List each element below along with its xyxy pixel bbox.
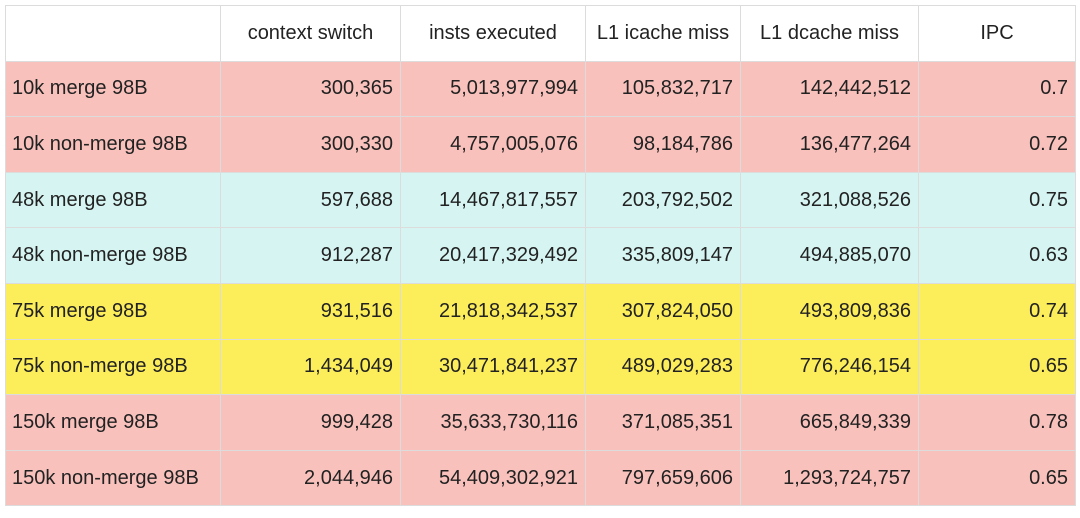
value-cell: 2,044,946: [220, 449, 401, 507]
value-cell: 14,467,817,557: [400, 171, 586, 229]
header-cell: [5, 5, 221, 62]
header-cell: L1 dcache miss: [740, 5, 919, 62]
value-cell: 203,792,502: [585, 171, 741, 229]
value-cell: 1,293,724,757: [740, 449, 919, 507]
value-cell: 0.63: [918, 227, 1076, 284]
value-cell: 54,409,302,921: [400, 449, 586, 507]
value-cell: 489,029,283: [585, 338, 741, 396]
table-row: 48k merge 98B 597,688 14,467,817,557 203,79…: [5, 171, 1076, 229]
value-cell: 20,417,329,492: [400, 227, 586, 284]
row-label: 10k merge 98B: [5, 60, 221, 118]
value-cell: 4,757,005,076: [400, 116, 586, 173]
table-row: 10k merge 98B 300,365 5,013,977,994 105,832…: [5, 60, 1076, 118]
value-cell: 5,013,977,994: [400, 60, 586, 118]
value-cell: 0.74: [918, 282, 1076, 340]
value-cell: 98,184,786: [585, 116, 741, 173]
row-label: 48k non-merge 98B: [5, 227, 221, 284]
table-row: 150k merge 98B 999,428 35,633,730,116 371,0…: [5, 394, 1076, 451]
row-label: 75k non-merge 98B: [5, 338, 221, 396]
value-cell: 307,824,050: [585, 282, 741, 340]
header-cell: context switch: [220, 5, 401, 62]
value-cell: 105,832,717: [585, 60, 741, 118]
value-cell: 493,809,836: [740, 282, 919, 340]
value-cell: 30,471,841,237: [400, 338, 586, 396]
value-cell: 321,088,526: [740, 171, 919, 229]
value-cell: 931,516: [220, 282, 401, 340]
header-cell: IPC: [918, 5, 1076, 62]
value-cell: 0.75: [918, 171, 1076, 229]
value-cell: 300,365: [220, 60, 401, 118]
value-cell: 912,287: [220, 227, 401, 284]
value-cell: 776,246,154: [740, 338, 919, 396]
value-cell: 1,434,049: [220, 338, 401, 396]
data-table: context switch insts executed L1 icache mi…: [5, 5, 1076, 507]
header-cell: L1 icache miss: [585, 5, 741, 62]
header-cell: insts executed: [400, 5, 586, 62]
table-row: 75k non-merge 98B 1,434,049 30,471,841,237…: [5, 338, 1076, 396]
value-cell: 21,818,342,537: [400, 282, 586, 340]
value-cell: 665,849,339: [740, 394, 919, 451]
value-cell: 136,477,264: [740, 116, 919, 173]
value-cell: 0.78: [918, 394, 1076, 451]
value-cell: 999,428: [220, 394, 401, 451]
value-cell: 797,659,606: [585, 449, 741, 507]
table-row: 150k non-merge 98B 2,044,946 54,409,302,92…: [5, 449, 1076, 507]
value-cell: 0.65: [918, 449, 1076, 507]
row-label: 10k non-merge 98B: [5, 116, 221, 173]
table-row: 10k non-merge 98B 300,330 4,757,005,076 98,…: [5, 116, 1076, 173]
value-cell: 300,330: [220, 116, 401, 173]
value-cell: 597,688: [220, 171, 401, 229]
value-cell: 371,085,351: [585, 394, 741, 451]
value-cell: 494,885,070: [740, 227, 919, 284]
row-label: 48k merge 98B: [5, 171, 221, 229]
value-cell: 0.65: [918, 338, 1076, 396]
value-cell: 142,442,512: [740, 60, 919, 118]
value-cell: 0.7: [918, 60, 1076, 118]
value-cell: 0.72: [918, 116, 1076, 173]
row-label: 150k non-merge 98B: [5, 449, 221, 507]
table-wrap: context switch insts executed L1 icache mi…: [5, 5, 1076, 507]
value-cell: 335,809,147: [585, 227, 741, 284]
row-label: 75k merge 98B: [5, 282, 221, 340]
value-cell: 35,633,730,116: [400, 394, 586, 451]
table-row: 75k merge 98B 931,516 21,818,342,537 307,82…: [5, 282, 1076, 340]
header-row: context switch insts executed L1 icache mi…: [5, 5, 1076, 62]
table-row: 48k non-merge 98B 912,287 20,417,329,492 33…: [5, 227, 1076, 284]
row-label: 150k merge 98B: [5, 394, 221, 451]
